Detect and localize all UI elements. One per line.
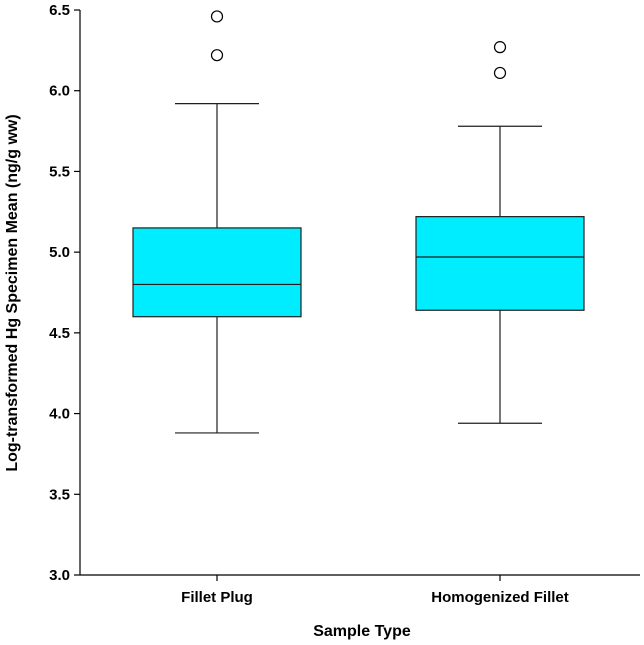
y-tick-label: 5.5 [49,163,70,180]
box-iqr [415,216,585,311]
x-tick-label: Homogenized Fillet [431,589,569,606]
x-tick-label: Fillet Plug [181,589,253,606]
y-tick-label: 3.5 [49,486,70,503]
x-axis-label: Sample Type [313,623,411,640]
y-tick-label: 5.0 [49,244,70,261]
box-group [132,10,302,434]
y-axis: 3.0 3.5 4.0 4.5 5.0 5.5 6.0 6.5 [49,2,81,584]
y-tick-label: 6.0 [49,83,70,100]
outlier-point [493,66,507,80]
y-axis-label: Log-transformed Hg Specimen Mean (ng/g w… [4,114,21,471]
y-tick-label: 4.5 [49,325,70,342]
plot-area [132,10,585,434]
y-tick-label: 6.5 [49,2,70,19]
x-axis: Fillet Plug Homogenized Fillet [80,574,640,606]
outlier-point [493,41,507,54]
y-tick-label: 4.0 [49,406,70,423]
y-tick-label: 3.0 [49,567,70,584]
outlier-point [210,10,224,23]
box-iqr [132,227,302,318]
outlier-point [210,49,224,62]
box-group [415,41,585,424]
